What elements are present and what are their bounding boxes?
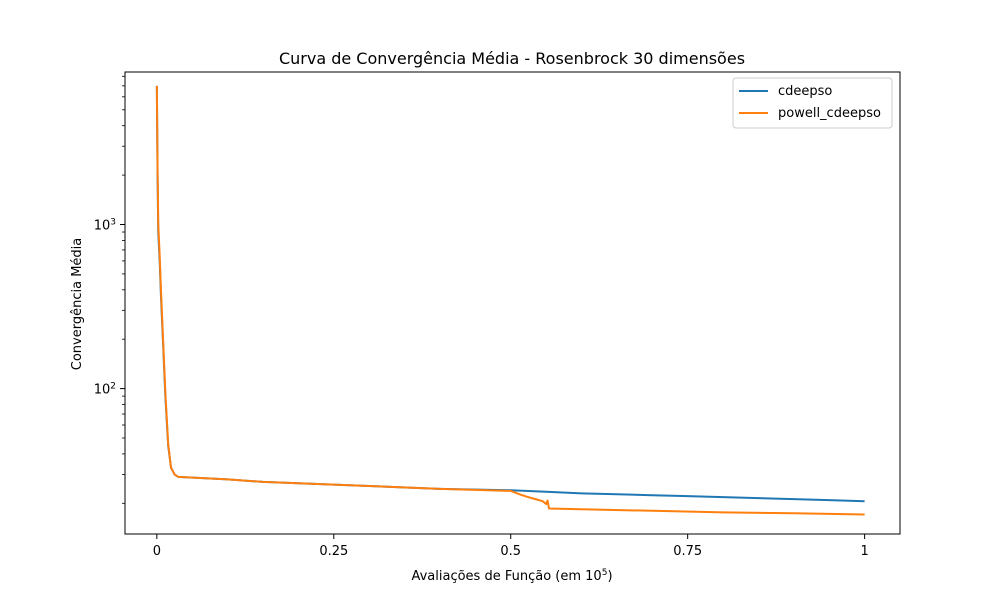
y-tick-label-base: 10 xyxy=(94,383,111,398)
x-axis-label-close: ) xyxy=(607,569,612,584)
legend-frame xyxy=(732,77,893,129)
y-tick-label: 102 xyxy=(94,382,116,398)
y-tick-label-exponent: 3 xyxy=(110,218,116,228)
x-tick-label: 0 xyxy=(153,544,161,559)
y-tick-label: 103 xyxy=(94,218,116,234)
y-tick-label-base: 10 xyxy=(94,219,111,234)
axes-frame xyxy=(124,71,901,535)
x-tick-label: 1 xyxy=(860,544,868,559)
x-tick-label: 0.25 xyxy=(319,544,348,559)
x-axis-label-main: Avaliações de Função (em 10 xyxy=(411,569,601,584)
legend-label-cdeepso: cdeepso xyxy=(778,84,832,99)
legend: cdeepso powell_cdeepso xyxy=(732,77,893,129)
series-line-powell-cdeepso xyxy=(155,85,865,516)
legend-label-powell-cdeepso: powell_cdeepso xyxy=(778,106,881,121)
x-tick-label: 0.75 xyxy=(673,544,702,559)
x-tick-label: 0.5 xyxy=(500,544,521,559)
x-axis-label: Avaliações de Função (em 105) xyxy=(411,568,612,584)
chart-title: Curva de Convergência Média - Rosenbrock… xyxy=(279,49,745,68)
y-axis-label: Convergência Média xyxy=(70,238,85,370)
x-axis-label-exponent: 5 xyxy=(602,568,608,578)
y-tick-label-exponent: 2 xyxy=(110,382,116,392)
